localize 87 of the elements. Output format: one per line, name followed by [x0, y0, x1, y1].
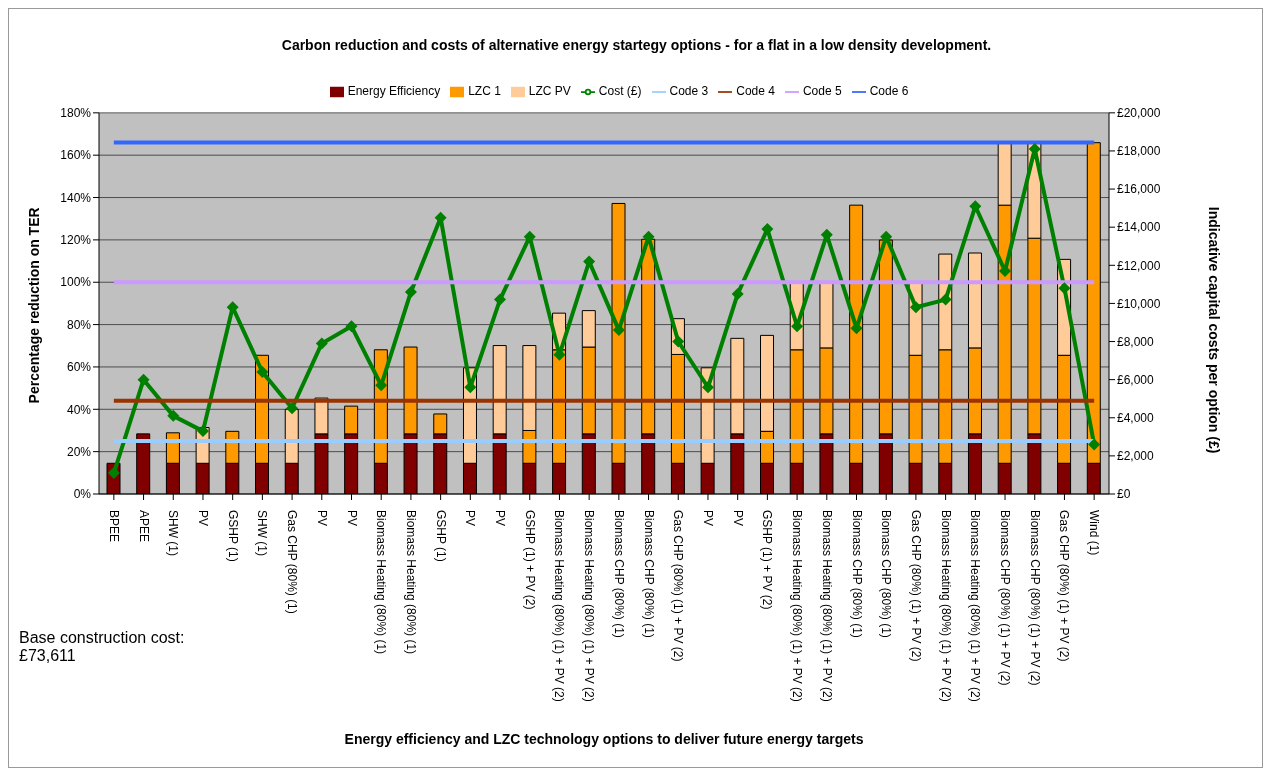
point [969, 200, 982, 213]
legend-label: Code 5 [802, 84, 842, 98]
x-tick-label: Gas CHP (80%) (1) + PV (2) [908, 510, 923, 662]
y-tick-label: 140% [60, 190, 92, 205]
x-tick-label: Biomass Heating (80%) (1) + PV (2) [582, 510, 597, 702]
legend-label: LZC PV [528, 84, 571, 98]
y2-tick-label: £8,000 [1117, 334, 1155, 349]
y2-tick-label: £16,000 [1117, 182, 1161, 197]
point [375, 379, 388, 392]
x-tick-label: Biomass CHP (80%) (1) + PV (2) [998, 510, 1013, 686]
point [1058, 282, 1071, 295]
point [196, 425, 209, 438]
point [137, 373, 150, 386]
x-tick-label: Biomass CHP (80%) (1) [641, 510, 656, 638]
x-tick-label: PV [700, 510, 715, 527]
x-tick-label: Biomass Heating (80%) (1) + PV (2) [968, 510, 983, 702]
legend-label: Code 4 [736, 84, 775, 98]
y2-tick-label: £6,000 [1117, 372, 1155, 387]
x-tick-label: Gas CHP (80%) (1) [285, 510, 300, 614]
x-tick-label: Biomass Heating (80%) (1) + PV (2) [819, 510, 834, 702]
legend-label: Cost (£) [598, 84, 642, 98]
point [909, 301, 922, 314]
y-tick-label: 0% [73, 487, 92, 502]
y-tick-label: 40% [66, 402, 92, 417]
point [1088, 438, 1101, 451]
x-tick-label: SHW (1) [166, 510, 181, 556]
legend-label: Code 6 [869, 84, 909, 98]
point [286, 402, 299, 415]
x-tick-label: Biomass Heating (80%) (1) + PV (2) [552, 510, 567, 702]
x-tick-label: Gas CHP (80%) (1) + PV (2) [1057, 510, 1072, 662]
point [583, 255, 596, 268]
x-tick-label: Gas CHP (80%) (1) + PV (2) [671, 510, 686, 662]
x-tick-label: GSHP (1) [225, 510, 240, 562]
x-tick-label: PV [314, 510, 329, 527]
chart-title: Carbon reduction and costs of alternative energy startegy options - for a flat in a low density development. [280, 37, 993, 53]
x-tick-label: SHW (1) [255, 510, 270, 556]
x-tick-label: Biomass CHP (80%) (1) [849, 510, 864, 638]
x-tick-label: GSHP (1) [433, 510, 448, 562]
y-tick-label: 100% [60, 275, 92, 290]
x-tick-label: Biomass CHP (80%) (1) [611, 510, 626, 638]
y-tick-label: 20% [66, 444, 92, 459]
x-tick-label: Biomass CHP (80%) (1) + PV (2) [1027, 510, 1042, 686]
y2-tick-label: £18,000 [1117, 144, 1161, 159]
y2-axis-title: Indicative capital costs per option (£) [1206, 206, 1223, 454]
point [404, 285, 417, 298]
point [701, 381, 714, 394]
x-tick-label: Biomass Heating (80%) (1) + PV (2) [790, 510, 805, 702]
x-tick-label: GSHP (1) + PV (2) [760, 510, 775, 610]
y-tick-label: 160% [60, 148, 92, 163]
point [167, 409, 180, 422]
point [731, 287, 744, 300]
point [939, 293, 952, 306]
x-tick-label: PV [493, 510, 508, 527]
x-tick-label: PV [730, 510, 745, 527]
point [345, 320, 358, 333]
x-tick-label: PV [344, 510, 359, 527]
y2-tick-label: £2,000 [1117, 449, 1155, 464]
legend-label: LZC 1 [468, 84, 501, 98]
x-tick-label: PV [463, 510, 478, 527]
x-tick-label: GSHP (1) + PV (2) [522, 510, 537, 610]
x-axis-title: Energy efficiency and LZC technology options to deliver future energy targets [344, 731, 864, 747]
y-axis-title: Percentage reduction on TER [25, 207, 42, 404]
y-tick-label: 60% [66, 360, 92, 375]
y2-tick-label: £14,000 [1117, 220, 1161, 235]
legend-label: Code 3 [669, 84, 709, 98]
x-tick-label: Biomass Heating (80%) (1) [374, 510, 389, 655]
x-tick-label: PV [195, 510, 210, 527]
legend-label: Energy Efficiency [347, 84, 441, 98]
x-tick-label: Biomass Heating (80%) (1) + PV (2) [938, 510, 953, 702]
y2-tick-label: £0 [1117, 487, 1131, 502]
y2-tick-label: £10,000 [1117, 296, 1161, 311]
text: Base construction cost: £73,611 [19, 629, 186, 665]
point [612, 324, 625, 337]
x-tick-label: Wind (1) [1087, 510, 1102, 556]
point [315, 337, 328, 350]
y2-tick-label: £12,000 [1117, 258, 1161, 273]
point [494, 293, 507, 306]
x-tick-label: APEE [136, 510, 151, 543]
x-tick-label: Biomass Heating (80%) (1) [403, 510, 418, 655]
y-tick-label: 80% [66, 317, 92, 332]
y-tick-label: 180% [60, 106, 92, 121]
y2-tick-label: £20,000 [1117, 106, 1161, 121]
x-tick-label: BPEE [106, 510, 121, 543]
point [256, 366, 269, 379]
y-tick-label: 120% [60, 233, 92, 248]
x-tick-label: Biomass CHP (80%) (1) [879, 510, 894, 638]
y2-tick-label: £4,000 [1117, 411, 1155, 426]
